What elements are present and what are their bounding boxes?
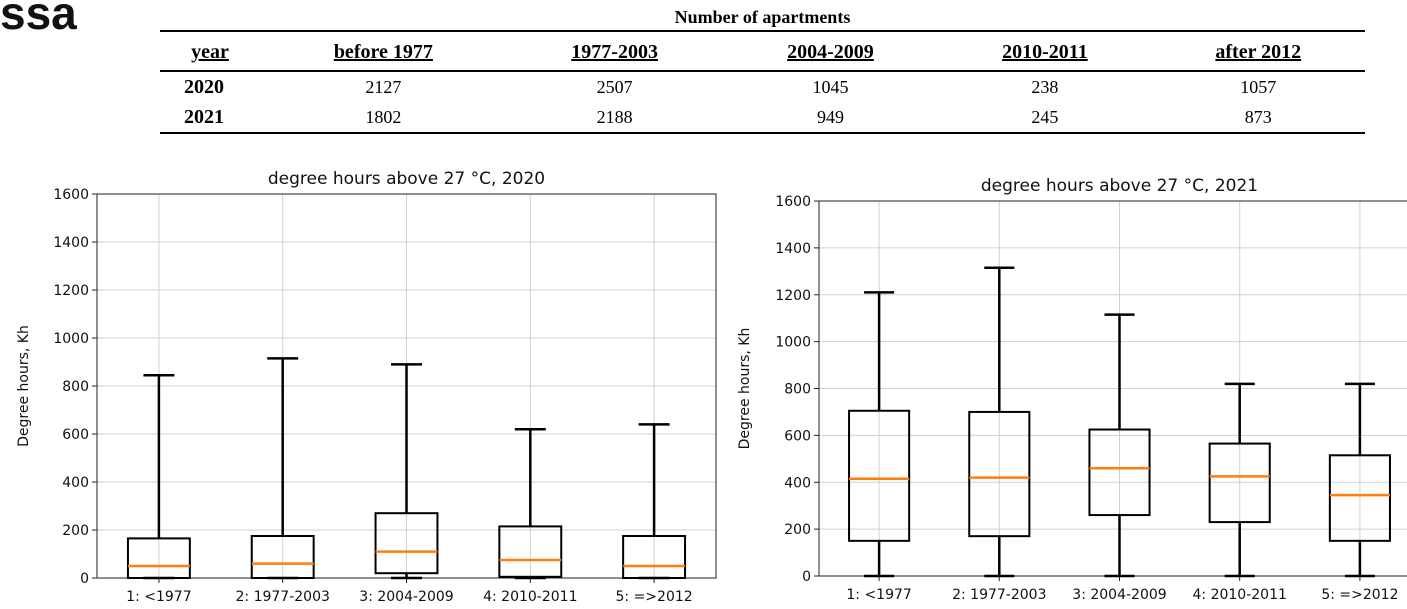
y-tick-label: 200 — [62, 523, 89, 539]
table-row: 2021 1802 2188 949 245 873 — [160, 102, 1365, 134]
chart-title: degree hours above 27 °C, 2021 — [981, 176, 1258, 196]
y-tick-label: 1000 — [775, 335, 811, 351]
table-cell: 1057 — [1240, 76, 1277, 97]
x-tick-label: 1: <1977 — [126, 589, 191, 605]
y-tick-label: 600 — [62, 427, 89, 443]
table-header-row: year before 1977 1977-2003 2004-2009 201… — [160, 30, 1365, 72]
y-tick-label: 1600 — [53, 187, 89, 203]
x-tick-label: 2: 1977-2003 — [236, 589, 330, 605]
x-tick-label: 3: 2004-2009 — [359, 589, 453, 605]
box — [1208, 442, 1271, 524]
y-tick-label: 1400 — [53, 235, 89, 251]
table-row: 2020 2127 2507 1045 238 1057 — [160, 71, 1365, 102]
y-axis-label: Degree hours, Kh — [16, 325, 32, 447]
box — [126, 537, 191, 579]
table-cell: 1045 — [812, 76, 849, 97]
x-tick-label: 2: 1977-2003 — [952, 587, 1046, 603]
boxplot-2021: 0 200 400 600 800 1000 1200 1400 1600 1: <1977 2: … — [737, 176, 1407, 603]
y-tick-label: 1200 — [53, 283, 89, 299]
y-tick-label: 400 — [62, 475, 89, 491]
header-2004-2009: 2004-2009 — [722, 30, 939, 72]
table-cell: 1802 — [260, 102, 507, 134]
chart-title: degree hours above 27 °C, 2020 — [268, 169, 545, 189]
page-fragment-text: ssa — [0, 0, 77, 39]
box — [374, 512, 439, 575]
box — [622, 535, 687, 579]
row-year: 2020 — [184, 75, 224, 98]
y-tick-label: 800 — [784, 382, 811, 398]
table-cell: 2127 — [365, 76, 402, 97]
x-tick-label: 4: 2010-2011 — [483, 589, 577, 605]
table-title: Number of apartments — [674, 7, 851, 27]
table-cell: 873 — [1151, 102, 1365, 134]
x-tick-label: 5: =>2012 — [1321, 587, 1398, 603]
boxplot-2020: 0 200 400 600 800 1000 1200 1400 1600 1: <1977 2: … — [16, 169, 717, 605]
table-cell: 949 — [722, 102, 939, 134]
table-cell: 2188 — [506, 102, 723, 134]
header-year: year — [160, 30, 260, 72]
y-tick-label: 1600 — [775, 194, 811, 210]
header-2010-2011: 2010-2011 — [938, 30, 1152, 72]
box — [1088, 428, 1151, 517]
table-cell: 2507 — [596, 76, 633, 97]
y-tick-label: 1000 — [53, 331, 89, 347]
table-cell: 245 — [938, 102, 1152, 134]
y-tick-label: 0 — [80, 571, 89, 587]
box — [1328, 454, 1391, 542]
x-tick-label: 4: 2010-2011 — [1193, 587, 1287, 603]
box — [498, 525, 563, 578]
y-tick-label: 400 — [784, 475, 811, 491]
box — [250, 535, 315, 579]
table-cell: 238 — [1031, 76, 1059, 97]
apartments-table-block: Number of apartments year before 1977 19… — [160, 6, 1365, 134]
header-1977-2003: 1977-2003 — [506, 30, 723, 72]
box — [848, 409, 911, 542]
header-before-1977: before 1977 — [260, 30, 507, 72]
x-tick-label: 3: 2004-2009 — [1072, 587, 1166, 603]
apartments-table: year before 1977 1977-2003 2004-2009 201… — [160, 30, 1365, 134]
y-tick-label: 200 — [784, 522, 811, 538]
row-year: 2021 — [160, 102, 260, 134]
y-tick-label: 600 — [784, 428, 811, 444]
y-tick-label: 1200 — [775, 288, 811, 304]
x-tick-label: 5: =>2012 — [616, 589, 693, 605]
y-tick-label: 1400 — [775, 241, 811, 257]
box — [968, 410, 1031, 538]
x-tick-label: 1: <1977 — [846, 587, 911, 603]
y-tick-label: 800 — [62, 379, 89, 395]
y-axis-label: Degree hours, Kh — [737, 328, 753, 450]
y-tick-label: 0 — [802, 569, 811, 585]
header-after-2012: after 2012 — [1151, 30, 1365, 72]
